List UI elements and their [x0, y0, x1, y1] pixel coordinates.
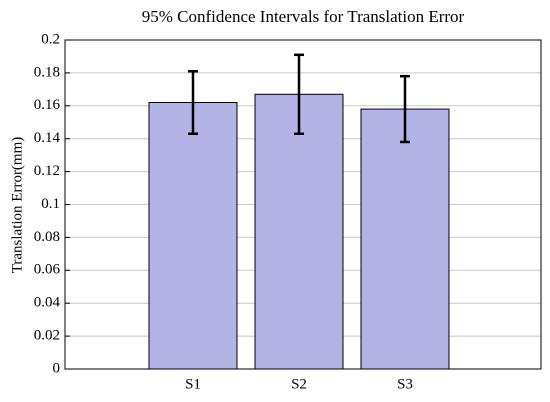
y-tick-label: 0.1	[41, 196, 60, 212]
y-tick-label: 0.04	[34, 295, 61, 311]
error-bar	[400, 74, 410, 144]
y-axis-label: Translation Error(mm)	[9, 137, 25, 274]
y-tick-label: 0.02	[34, 328, 60, 344]
x-tick-label: S2	[291, 376, 307, 392]
y-tick-label: 0.14	[34, 130, 61, 146]
x-tick-label: S3	[397, 376, 413, 392]
y-tick-label: 0.12	[34, 163, 60, 179]
y-tick-label: 0.06	[34, 262, 61, 278]
y-tick-label: 0.2	[41, 31, 60, 47]
chart-title: 95% Confidence Intervals for Translation…	[142, 7, 465, 26]
y-tick-label: 0	[53, 360, 61, 376]
y-tick-label: 0.08	[34, 229, 60, 245]
error-bar	[188, 70, 198, 136]
x-tick-label: S1	[185, 376, 201, 392]
error-bar	[294, 53, 304, 136]
bar	[148, 102, 238, 370]
y-tick-label: 0.18	[34, 64, 60, 80]
y-tick-label: 0.16	[34, 97, 61, 113]
bar	[254, 93, 344, 370]
bar	[360, 108, 450, 370]
